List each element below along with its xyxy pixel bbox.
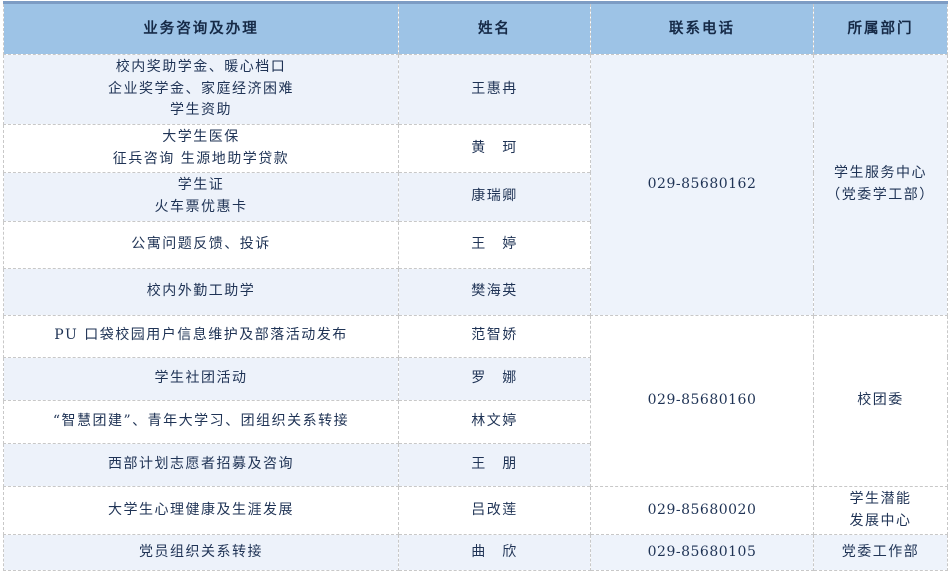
department-cell: 学生潜能 发展中心 [813,485,948,536]
department-cell: 校团委 [813,314,948,487]
service-cell: 大学生医保 征兵咨询 生源地助学贷款 [3,124,399,174]
column-header-name: 姓名 [398,2,591,55]
name-cell: 范智娇 [398,314,591,358]
phone-cell: 029-85680020 [590,485,814,536]
table-header-row: 业务咨询及办理 姓名 联系电话 所属部门 [3,2,948,55]
service-cell: 学生社团活动 [3,356,399,401]
table-row: 大学生心理健康及生涯发展 吕改莲 029-85680020 学生潜能 发展中心 [3,485,948,536]
service-cell: PU 口袋校园用户信息维护及部落活动发布 [3,314,399,358]
phone-cell: 029-85680160 [590,314,814,487]
service-cell: 校内外勤工助学 [3,267,399,316]
service-cell: 校内奖助学金、暖心档口 企业奖学金、家庭经济困难 学生资助 [3,53,399,126]
column-header-department: 所属部门 [813,2,948,55]
name-cell: 黄 珂 [398,124,591,174]
department-cell: 党委工作部 [813,534,948,571]
name-cell: 曲 欣 [398,534,591,571]
service-cell: “智慧团建”、青年大学习、团组织关系转接 [3,399,399,444]
name-cell: 王 朋 [398,442,591,487]
service-cell: 大学生心理健康及生涯发展 [3,485,399,536]
table-row: PU 口袋校园用户信息维护及部落活动发布 范智娇 029-85680160 校团… [3,314,948,487]
name-cell: 罗 娜 [398,356,591,401]
phone-cell: 029-85680105 [590,534,814,571]
service-cell: 党员组织关系转接 [3,534,399,571]
department-cell: 学生服务中心 （党委学工部） [813,54,948,316]
table-row: 党员组织关系转接 曲 欣 029-85680105 党委工作部 [3,534,948,571]
column-header-phone: 联系电话 [590,2,814,55]
service-cell: 公寓问题反馈、投诉 [3,220,399,269]
name-cell: 王惠冉 [398,53,591,126]
service-cell: 西部计划志愿者招募及咨询 [3,442,399,487]
contact-table: 业务咨询及办理 姓名 联系电话 所属部门 校内奖助学金、暖心档口 企业奖学金、家… [3,1,948,571]
name-cell: 樊海英 [398,267,591,316]
name-cell: 王 婷 [398,220,591,269]
column-header-service: 业务咨询及办理 [3,2,399,55]
name-cell: 林文婷 [398,399,591,444]
service-cell: 学生证 火车票优惠卡 [3,172,399,222]
table-row: 校内奖助学金、暖心档口 企业奖学金、家庭经济困难 学生资助 王惠冉 029-85… [3,53,948,316]
phone-cell: 029-85680162 [590,54,814,316]
name-cell: 康瑞卿 [398,172,591,222]
name-cell: 吕改莲 [398,485,591,536]
